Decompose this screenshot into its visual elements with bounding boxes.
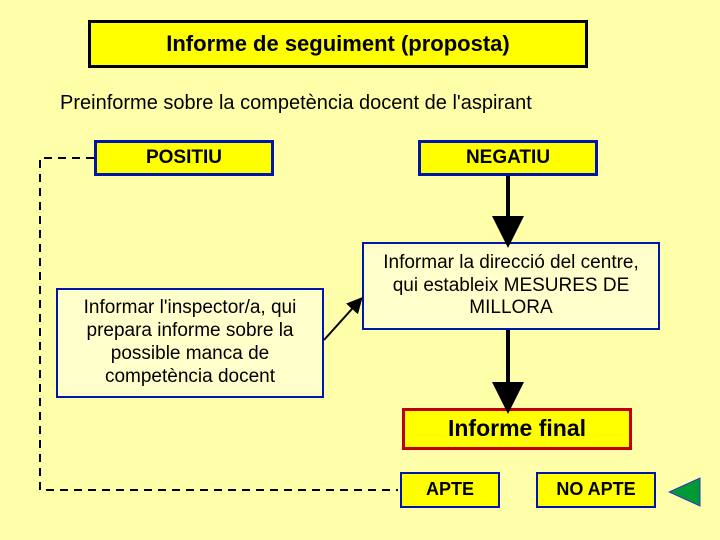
apte-text: APTE xyxy=(426,479,474,501)
inspector-text: Informar l'inspector/a, qui prepara info… xyxy=(66,297,314,388)
diagram-stage: Informe de seguiment (proposta) Preinfor… xyxy=(0,0,720,540)
no-apte-box: NO APTE xyxy=(536,472,656,508)
title-box: Informe de seguiment (proposta) xyxy=(88,20,588,68)
inspector-info-box: Informar l'inspector/a, qui prepara info… xyxy=(56,288,324,398)
direccio-info-box: Informar la direcció del centre, qui est… xyxy=(362,242,660,330)
back-arrow-icon[interactable] xyxy=(669,478,700,506)
positive-outcome-box: POSITIU xyxy=(94,140,274,176)
subtitle-text: Preinforme sobre la competència docent d… xyxy=(60,92,532,115)
no-apte-text: NO APTE xyxy=(556,479,635,501)
direccio-text: Informar la direcció del centre, qui est… xyxy=(372,252,650,320)
final-report-box: Informe final xyxy=(402,408,632,450)
negative-outcome-box: NEGATIU xyxy=(418,140,598,176)
positive-label: POSITIU xyxy=(146,147,222,170)
negative-label: NEGATIU xyxy=(466,147,550,170)
title-text: Informe de seguiment (proposta) xyxy=(166,31,509,57)
final-report-text: Informe final xyxy=(448,415,586,443)
apte-box: APTE xyxy=(400,472,500,508)
